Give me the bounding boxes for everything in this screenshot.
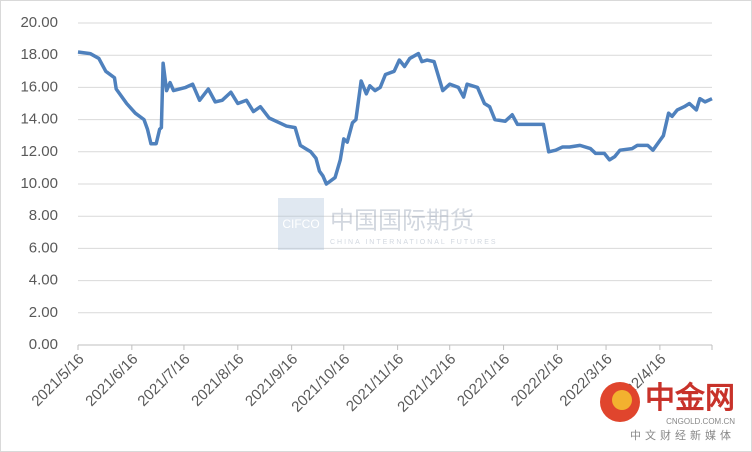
y-tick-label: 16.00 bbox=[20, 78, 58, 95]
y-tick-label: 14.00 bbox=[20, 111, 58, 128]
y-tick-label: 4.00 bbox=[29, 272, 58, 289]
data-line bbox=[77, 50, 713, 186]
y-tick-label: 20.00 bbox=[20, 14, 58, 31]
site-name: 中金网 bbox=[645, 381, 735, 415]
y-tick-label: 2.00 bbox=[29, 304, 58, 321]
y-tick-label: 10.00 bbox=[20, 175, 58, 192]
y-tick-label: 8.00 bbox=[29, 207, 58, 224]
y-tick-label: 6.00 bbox=[29, 239, 58, 256]
watermark-logo bbox=[278, 198, 324, 250]
y-tick-label: 18.00 bbox=[20, 46, 58, 63]
watermark-text: CHINA INTERNATIONAL FUTURES bbox=[330, 239, 498, 246]
watermark-text: 中国国际期货 bbox=[330, 207, 474, 234]
y-tick-label: 0.00 bbox=[29, 336, 58, 353]
site-url: CNGOLD.COM.CN bbox=[666, 417, 735, 426]
site-watermark: 中金网 CNGOLD.COM.CN 中文财经新媒体 bbox=[600, 381, 735, 442]
watermark: CIFCO 中国国际期货 CHINA INTERNATIONAL FUTURES bbox=[278, 198, 498, 250]
y-tick-label: 12.00 bbox=[20, 143, 58, 160]
site-slogan: 中文财经新媒体 bbox=[630, 428, 735, 442]
watermark-text: CIFCO bbox=[282, 217, 319, 231]
site-logo bbox=[612, 390, 632, 410]
